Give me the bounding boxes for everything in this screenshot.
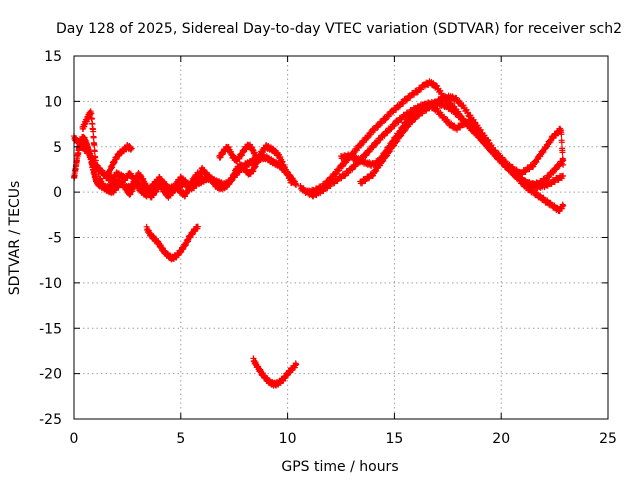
x-tick-label: 0 bbox=[70, 431, 79, 447]
y-tick-label: -10 bbox=[39, 276, 62, 292]
data-point bbox=[470, 116, 477, 123]
data-point bbox=[91, 148, 98, 155]
data-point bbox=[558, 131, 565, 138]
data-point bbox=[458, 113, 465, 120]
series-arc-2 bbox=[71, 133, 295, 200]
series-arc-3 bbox=[79, 108, 206, 201]
data-point bbox=[485, 137, 492, 144]
data-point bbox=[560, 202, 567, 209]
y-tick-label: -15 bbox=[39, 321, 62, 337]
data-point bbox=[434, 83, 441, 90]
data-point bbox=[91, 142, 98, 149]
data-point bbox=[558, 139, 565, 146]
data-point bbox=[373, 140, 380, 147]
series-arc-5 bbox=[216, 141, 261, 165]
data-point bbox=[463, 106, 470, 113]
data-point bbox=[401, 128, 408, 135]
y-axis-label: SDTVAR / TECUs bbox=[7, 181, 23, 296]
data-point bbox=[128, 145, 135, 152]
y-tick-label: -5 bbox=[48, 231, 62, 247]
chart-title: Day 128 of 2025, Sidereal Day-to-day VTE… bbox=[56, 21, 622, 37]
x-tick-label: 5 bbox=[176, 431, 185, 447]
data-points bbox=[71, 78, 567, 389]
data-point bbox=[288, 180, 295, 187]
data-point bbox=[559, 149, 566, 156]
y-tick-label: -25 bbox=[39, 412, 62, 428]
grid bbox=[74, 56, 608, 419]
series-arc-10 bbox=[338, 100, 567, 215]
x-tick-labels: 0 5 10 15 20 25 bbox=[70, 431, 617, 447]
data-point bbox=[199, 175, 206, 182]
x-tick-label: 20 bbox=[492, 431, 510, 447]
y-tick-label: 10 bbox=[44, 94, 62, 110]
data-point bbox=[481, 132, 488, 139]
series-arc-4 bbox=[103, 142, 135, 182]
series-arc-6 bbox=[143, 223, 201, 263]
data-point bbox=[437, 87, 444, 94]
axis-ticks bbox=[73, 55, 609, 420]
x-tick-label: 10 bbox=[279, 431, 297, 447]
data-point bbox=[460, 102, 467, 109]
data-point bbox=[293, 361, 300, 368]
x-axis-label: GPS time / hours bbox=[281, 459, 398, 475]
y-tick-labels: -25 -20 -15 -10 -5 0 5 10 15 bbox=[39, 49, 62, 428]
data-point bbox=[474, 122, 481, 129]
y-tick-label: 15 bbox=[44, 49, 62, 65]
data-point bbox=[382, 116, 389, 123]
x-tick-label: 15 bbox=[385, 431, 403, 447]
data-point bbox=[90, 128, 97, 135]
data-point bbox=[467, 112, 474, 119]
y-tick-label: 0 bbox=[53, 185, 62, 201]
y-tick-label: -20 bbox=[39, 367, 62, 383]
data-point bbox=[477, 126, 484, 133]
series-arc-11 bbox=[357, 92, 567, 187]
data-point bbox=[194, 223, 201, 230]
data-point bbox=[560, 161, 567, 168]
data-point bbox=[455, 108, 462, 115]
x-tick-label: 25 bbox=[599, 431, 617, 447]
y-tick-label: 5 bbox=[53, 140, 62, 156]
data-point bbox=[254, 157, 261, 164]
data-point bbox=[484, 136, 491, 143]
data-point bbox=[560, 172, 567, 179]
data-point bbox=[488, 142, 495, 149]
series-arc-7 bbox=[250, 355, 300, 389]
data-point bbox=[293, 181, 300, 188]
data-point bbox=[90, 134, 97, 141]
